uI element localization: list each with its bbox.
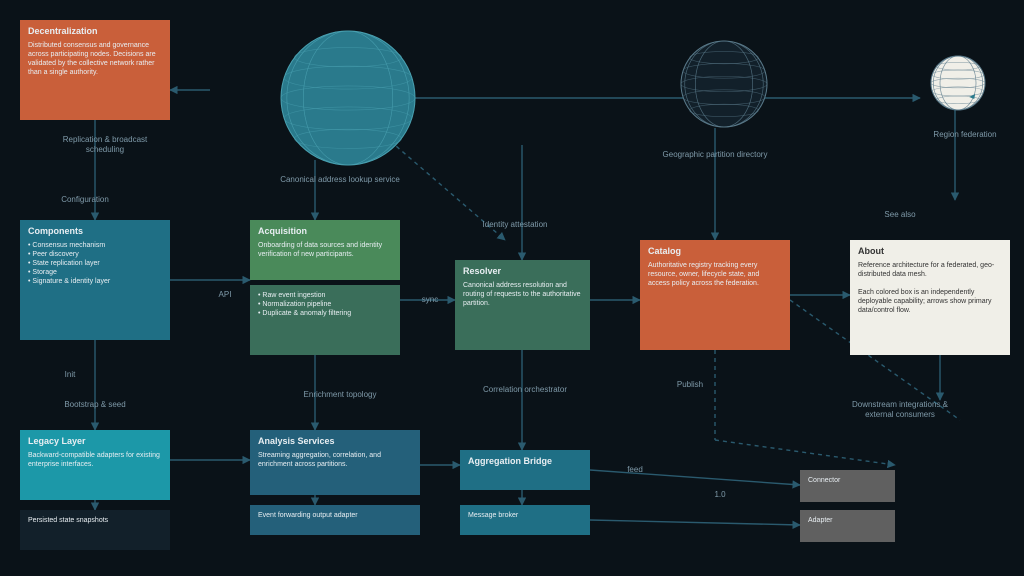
label-l13: Downstream integrations & external consu…: [840, 400, 960, 419]
label-l10: Publish: [655, 380, 725, 390]
box-about_white-title: About: [858, 246, 1002, 258]
edge-13: [590, 520, 800, 525]
box-connector2-body: Adapter: [808, 517, 833, 524]
label-l4: Bootstrap & seed: [45, 400, 145, 410]
label-l5: Canonical address lookup service: [280, 175, 400, 185]
box-resolver-title: Resolver: [463, 266, 582, 278]
box-collector-body: • Raw event ingestion • Normalization pi…: [258, 292, 351, 317]
box-acquisition-body: Onboarding of data sources and identity …: [258, 242, 382, 258]
box-analysis-body: Streaming aggregation, correlation, and …: [258, 452, 381, 468]
label-l6: Enrichment topology: [280, 390, 400, 400]
box-top_orange: Decentralization Distributed consensus an…: [20, 20, 170, 120]
box-connector1: Connector: [800, 470, 895, 502]
box-catalog: Catalog Authoritative registry tracking e…: [640, 240, 790, 350]
box-exporter-body: Event forwarding output adapter: [258, 512, 358, 519]
box-top_orange-title: Decentralization: [28, 26, 162, 38]
label-l15: API: [210, 290, 240, 300]
box-resolver: Resolver Canonical address resolution and…: [455, 260, 590, 350]
box-components: Components • Consensus mechanism • Peer d…: [20, 220, 170, 340]
box-about_white-body: Reference architecture for a federated, …: [858, 262, 994, 314]
label-l12: See also: [870, 210, 930, 220]
globe-region-icon: [930, 55, 986, 111]
label-l16: sync: [415, 295, 445, 305]
box-legacy-title: Legacy Layer: [28, 436, 162, 448]
label-l11: Region federation: [920, 130, 1010, 140]
box-catalog-title: Catalog: [648, 246, 782, 258]
label-l3: Init: [40, 370, 100, 380]
globe-main-icon: [280, 30, 416, 166]
box-acquisition: Acquisition Onboarding of data sources an…: [250, 220, 400, 280]
box-analysis: Analysis Services Streaming aggregation, …: [250, 430, 420, 495]
box-collector: • Raw event ingestion • Normalization pi…: [250, 285, 400, 355]
box-top_orange-body: Distributed consensus and governance acr…: [28, 42, 156, 76]
edge-17: [715, 440, 895, 465]
box-components-body: • Consensus mechanism • Peer discovery •…: [28, 242, 110, 285]
box-legacy: Legacy Layer Backward-compatible adapters…: [20, 430, 170, 500]
box-exporter: Event forwarding output adapter: [250, 505, 420, 535]
box-connector2: Adapter: [800, 510, 895, 542]
box-dark_bottom-body: Persisted state snapshots: [28, 517, 108, 524]
box-analysis-title: Analysis Services: [258, 436, 412, 448]
box-broker-body: Message broker: [468, 512, 518, 519]
box-aggregation: Aggregation Bridge: [460, 450, 590, 490]
label-l7: Identity attestation: [465, 220, 565, 230]
box-components-title: Components: [28, 226, 162, 238]
globe-secondary-icon: [680, 40, 768, 128]
label-l8: Correlation orchestrator: [470, 385, 580, 395]
box-legacy-body: Backward-compatible adapters for existin…: [28, 452, 160, 468]
box-resolver-body: Canonical address resolution and routing…: [463, 282, 581, 307]
box-aggregation-title: Aggregation Bridge: [468, 456, 582, 468]
box-about_white: About Reference architecture for a federa…: [850, 240, 1010, 355]
label-l9: Geographic partition directory: [655, 150, 775, 160]
label-l14: 1.0: [700, 490, 740, 500]
box-acquisition-title: Acquisition: [258, 226, 392, 238]
label-l1: Replication & broadcast scheduling: [50, 135, 160, 154]
box-catalog-body: Authoritative registry tracking every re…: [648, 262, 759, 287]
label-l2: Configuration: [45, 195, 125, 205]
box-broker: Message broker: [460, 505, 590, 535]
box-dark_bottom: Persisted state snapshots: [20, 510, 170, 550]
box-connector1-body: Connector: [808, 477, 840, 484]
label-l17: feed: [615, 465, 655, 475]
